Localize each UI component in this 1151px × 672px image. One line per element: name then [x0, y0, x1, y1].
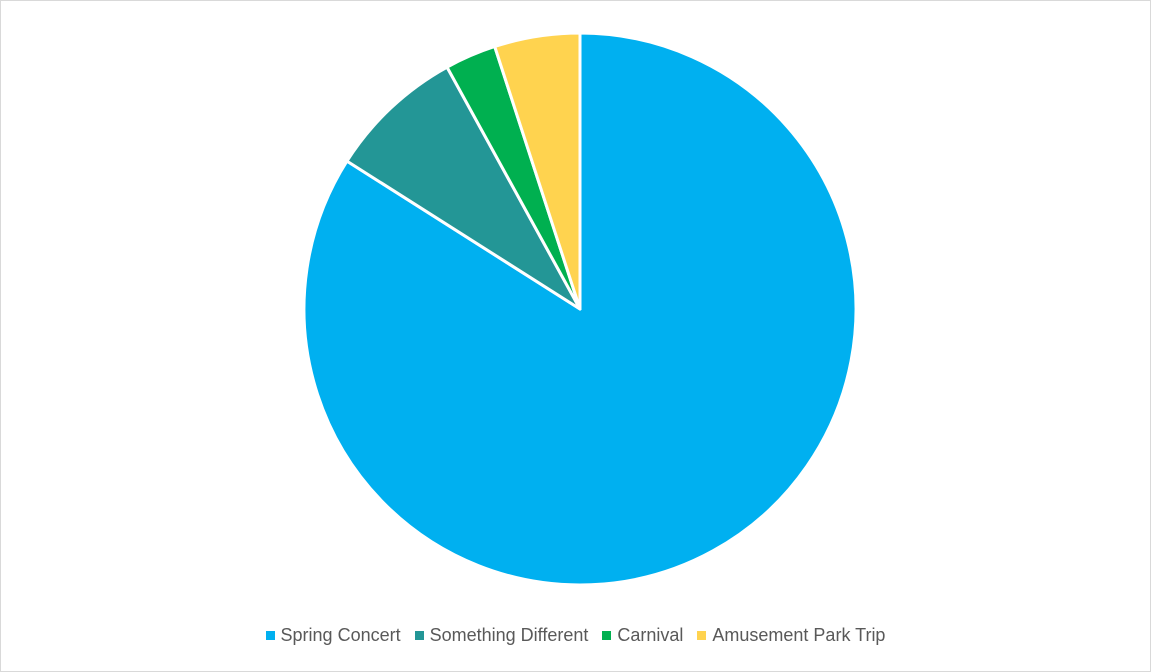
legend-swatch-amusement-park-trip — [697, 631, 707, 640]
legend-label-something-different: Something Different — [429, 625, 589, 645]
pie-slice-amusement-park-trip — [493, 31, 582, 311]
legend-item-carnival: Carnival — [602, 625, 683, 646]
legend: Spring Concert Something Different Carni… — [0, 625, 1151, 646]
legend-label-amusement-park-trip: Amusement Park Trip — [712, 625, 886, 645]
pie-slice-something-different — [345, 65, 582, 311]
legend-label-spring-concert: Spring Concert — [280, 625, 401, 645]
legend-label-carnival: Carnival — [617, 625, 684, 645]
legend-item-spring-concert: Spring Concert — [265, 625, 401, 646]
legend-swatch-spring-concert — [265, 631, 275, 640]
legend-swatch-something-different — [414, 631, 424, 640]
legend-item-something-different: Something Different — [414, 625, 589, 646]
legend-item-amusement-park-trip: Amusement Park Trip — [697, 625, 885, 646]
legend-swatch-carnival — [602, 631, 612, 640]
pie-chart — [302, 31, 858, 587]
